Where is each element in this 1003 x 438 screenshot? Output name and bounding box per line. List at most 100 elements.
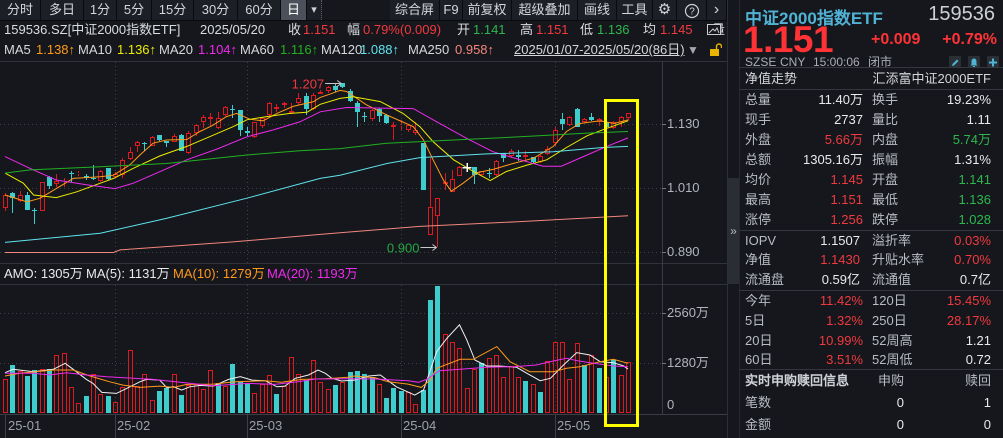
ma60-label: MA60 <box>240 42 274 57</box>
volume-bar <box>399 391 404 413</box>
divider <box>739 290 1003 291</box>
tab-60min[interactable]: 60分 <box>238 0 281 20</box>
nav-trend-tab[interactable]: 净值走势 汇添富中证2000ETF <box>739 68 1003 89</box>
tab-1min[interactable]: 1分 <box>84 0 117 20</box>
stat-label: 250日 <box>872 313 907 328</box>
date-axis-label: 25-02 <box>117 418 151 433</box>
volume-ma-line <box>5 357 629 387</box>
candle <box>10 192 15 213</box>
volume-bar <box>120 387 125 413</box>
add-watchlist-button[interactable] <box>987 56 999 67</box>
stat-value: 1.21 <box>965 333 991 348</box>
volume-bar <box>443 334 448 413</box>
candle <box>157 135 162 141</box>
volume-bar <box>465 388 470 413</box>
chevron-right-icon[interactable]: › <box>707 0 727 20</box>
volume-axis-label: 1280万 <box>667 355 709 370</box>
volume-bar <box>128 350 133 413</box>
volume-bar <box>238 382 243 413</box>
stat-value: 0.72 <box>965 352 991 367</box>
volume-bar <box>567 379 572 413</box>
candle <box>567 116 572 126</box>
tab-30min[interactable]: 30分 <box>194 0 238 20</box>
subscribe-amount: 0 <box>896 417 904 432</box>
tab-intraday[interactable]: 分时 <box>0 0 41 20</box>
currency-label: CNY <box>780 55 806 69</box>
stat-value: 1.1430 <box>820 252 860 267</box>
volume-bar <box>113 402 118 413</box>
fund-row-iopv: IOPV 1.1507 溢折率 0.03% <box>739 231 1003 251</box>
gear-icon[interactable]: ⚙ <box>653 0 677 20</box>
candle <box>69 171 74 182</box>
volume-bar <box>304 380 309 413</box>
tab-daily[interactable]: 日 <box>281 0 307 20</box>
stat-value: 1.1507 <box>820 233 860 248</box>
f9-button[interactable]: F9 <box>440 0 463 20</box>
tab-multi-day[interactable]: 多日 <box>41 0 84 20</box>
volume-bar <box>421 390 426 413</box>
volume-bar <box>25 376 30 413</box>
volume-bar <box>164 388 169 413</box>
quote-time: 15:00:06 <box>813 55 860 69</box>
tab-15min[interactable]: 15分 <box>152 0 194 20</box>
alert-button[interactable] <box>968 56 980 68</box>
avg-value: 1.145 <box>660 22 693 37</box>
volume-ma5-value: MA(5): 1131万 <box>86 266 170 281</box>
amo-value: AMO: 1305万 <box>4 266 83 281</box>
volume-bar <box>245 384 250 413</box>
subscription-title: 实时申购赎回信息 <box>745 373 850 388</box>
stat-label: 52周低 <box>872 352 913 367</box>
panel-splitter[interactable] <box>727 0 728 438</box>
exchange-label: SZSE <box>745 55 777 69</box>
highlight-rectangle[interactable] <box>604 99 639 427</box>
ma120-label: MA120 <box>321 42 363 57</box>
volume-bar <box>252 393 257 413</box>
stat-label: 涨停 <box>745 212 772 227</box>
stat-value: 10.99% <box>818 333 863 348</box>
volume-bar <box>10 365 15 413</box>
ma10-label: MA10 <box>78 42 112 57</box>
date-range-dropdown-icon[interactable]: ▼ <box>687 43 699 57</box>
ma250-value: 0.958↑ <box>455 42 495 57</box>
forward-adjust-button[interactable]: 前复权 <box>463 0 512 20</box>
snapshot-icon[interactable] <box>706 23 723 37</box>
fund-name: 汇添富中证2000ETF <box>872 71 991 86</box>
volume-bar <box>501 377 506 413</box>
stat-label: 今年 <box>745 293 772 308</box>
subscription-row-amount: 金额 0 0 <box>739 415 1003 435</box>
candle <box>340 83 345 88</box>
divider <box>739 230 1003 231</box>
lock-icon[interactable] <box>709 42 722 57</box>
tab-5min[interactable]: 5分 <box>117 0 152 20</box>
stat-value: 1.11 <box>966 112 991 127</box>
help-button[interactable]: ? <box>677 0 707 20</box>
candle <box>391 122 396 140</box>
candle <box>282 102 287 108</box>
draw-line-button[interactable]: 画线 <box>578 0 617 20</box>
stat-label: 总量 <box>745 92 772 107</box>
date-range-selector[interactable]: 2025/01/07-2025/05/20(86日) <box>514 42 685 57</box>
candle <box>553 127 558 146</box>
tools-button[interactable]: 工具 <box>617 0 653 20</box>
composite-screen-button[interactable]: 综合屏 <box>390 0 440 20</box>
stat-label: 5日 <box>745 313 766 328</box>
candle <box>150 136 155 146</box>
volume-bar <box>260 384 265 413</box>
stat-label: 开盘 <box>872 172 899 187</box>
super-overlay-button[interactable]: 超级叠加 <box>512 0 578 20</box>
candle <box>318 90 323 94</box>
edit-button[interactable] <box>949 56 961 67</box>
collapse-panel-handle[interactable]: » <box>728 178 739 284</box>
low-value: 1.136 <box>597 22 630 37</box>
divider <box>739 369 1003 370</box>
stat-label: 最高 <box>745 192 772 207</box>
quote-date: 2025/05/20 <box>200 22 266 37</box>
volume-bar <box>47 369 52 413</box>
stat-label: IOPV <box>745 233 777 248</box>
candle <box>47 176 52 189</box>
period-more-dropdown-icon[interactable]: ▾ <box>307 0 322 20</box>
date-axis-label: 25-05 <box>557 418 591 433</box>
volume-bar <box>377 384 382 413</box>
volume-bar <box>487 358 492 413</box>
